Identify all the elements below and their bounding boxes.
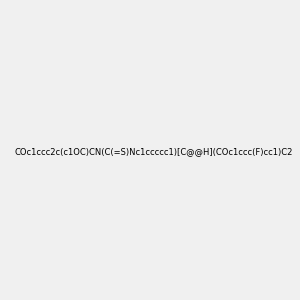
Text: COc1ccc2c(c1OC)CN(C(=S)Nc1ccccc1)[C@@H](COc1ccc(F)cc1)C2: COc1ccc2c(c1OC)CN(C(=S)Nc1ccccc1)[C@@H](… [15, 147, 293, 156]
